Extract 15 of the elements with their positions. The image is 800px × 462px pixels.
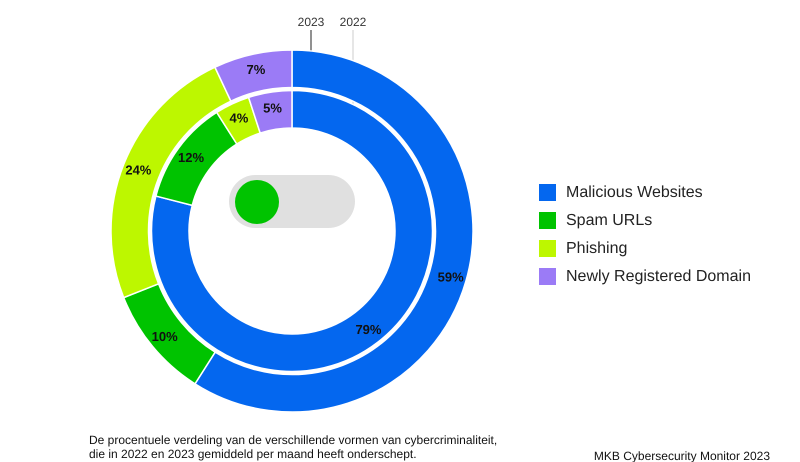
slice-label: 2022 xyxy=(340,15,367,29)
data-label: 7% xyxy=(246,62,266,78)
text: De procentuele verdeling van de verschillende vormen van cybercriminaliteit, die in 2022 en 2023 gemiddeld per maand heeft onderschept. xyxy=(89,433,498,461)
legend-label: Newly Registered Domain xyxy=(566,268,751,285)
data-label: 12% xyxy=(178,150,205,166)
slice-label: 2023 xyxy=(298,15,325,29)
legend-label: Spam URLs xyxy=(566,212,652,229)
data-label: 10% xyxy=(152,328,178,344)
legend-label: Malicious Websites xyxy=(566,184,703,201)
data-label: 5% xyxy=(263,100,282,116)
data-label: 4% xyxy=(229,110,249,126)
data-label: 59% xyxy=(438,270,464,285)
data-label: 79% xyxy=(355,322,382,338)
legend-label: Phishing xyxy=(566,240,628,257)
data-label: 24% xyxy=(125,162,152,178)
